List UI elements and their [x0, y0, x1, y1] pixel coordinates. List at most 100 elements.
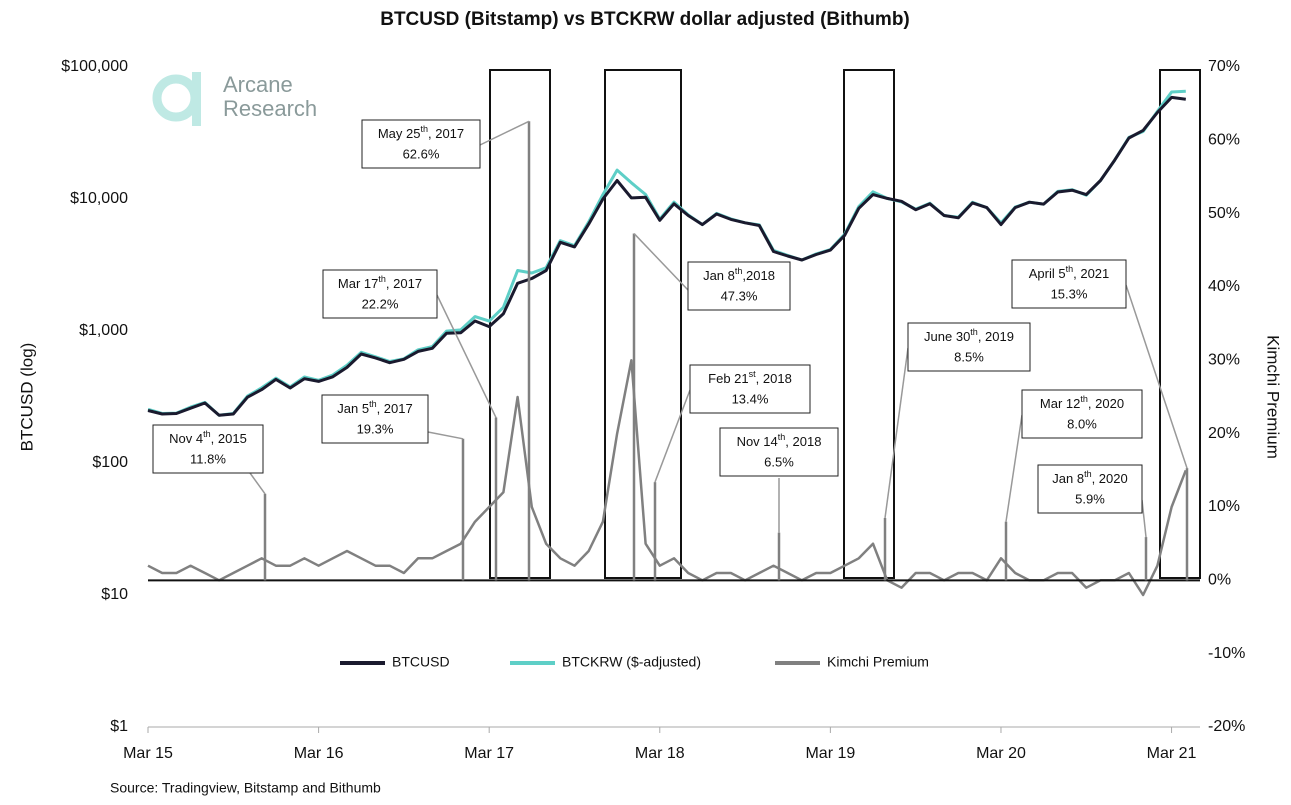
annotation-date-day: Jan 8 [703, 268, 735, 283]
annotation-date-year: , 2020 [1092, 471, 1128, 486]
annotation-date-year: , 2017 [377, 401, 413, 416]
annotation-box [1011, 259, 1127, 309]
annotation-box [361, 119, 481, 169]
x-tick-label: Mar 17 [464, 745, 514, 762]
highlight-box [1159, 69, 1201, 579]
annotation-value: 47.3% [721, 288, 758, 303]
y2-tick-label: 60% [1208, 132, 1240, 149]
annotation-date: Jan 5th, 2017 [337, 399, 412, 416]
series-line [147, 359, 1187, 597]
annotation-date-day: June 30 [924, 329, 970, 344]
annotation-date: Jan 8th,2018 [703, 266, 775, 283]
annotation-date-ordinal: th [1084, 469, 1092, 479]
y-tick-label: $100 [92, 454, 128, 471]
annotation-date-year: , 2021 [1073, 266, 1109, 281]
logo-icon [152, 74, 200, 122]
y2-tick-label: 20% [1208, 425, 1240, 442]
annotation-date-year: , 2019 [978, 329, 1014, 344]
annotation-leader [884, 347, 909, 519]
annotation-box [907, 322, 1031, 372]
annotation-date-year: , 2017 [386, 276, 422, 291]
y-tick-label: $10,000 [70, 190, 128, 207]
chart-title: BTCUSD (Bitstamp) vs BTCKRW dollar adjus… [380, 9, 910, 30]
annotation-date-year: , 2015 [211, 431, 247, 446]
annotation-date-ordinal: th [378, 274, 386, 284]
annotation-value: 11.8% [190, 451, 226, 466]
annotation-date-year: ,2018 [742, 268, 775, 283]
annotation-date-day: Nov 4 [169, 431, 203, 446]
annotation-date-ordinal: th [369, 399, 377, 409]
logo-icon [192, 72, 201, 126]
y2-tick-label: -20% [1208, 718, 1245, 735]
logo-text: Research [223, 96, 317, 121]
logo: Arcane Research [152, 72, 317, 126]
annotation-box [687, 261, 791, 311]
annotation-value: 19.3% [357, 421, 394, 436]
y-tick-label: $1 [110, 718, 128, 735]
x-tick-label: Mar 18 [635, 745, 685, 762]
annotation-date-ordinal: th [1080, 394, 1088, 404]
annotation-box [689, 364, 811, 414]
annotation-leader [1141, 499, 1147, 538]
annotation-date-ordinal: th [778, 432, 786, 442]
y2-tick-label: 40% [1208, 278, 1240, 295]
annotation-box [1021, 389, 1143, 439]
annotation-box [719, 427, 839, 477]
annotation-date-ordinal: th [420, 124, 428, 134]
highlight-box [843, 69, 895, 579]
annotation-date-ordinal: th [735, 266, 743, 276]
y-tick-label: $1,000 [79, 322, 128, 339]
x-tick-label: Mar 15 [123, 745, 173, 762]
annotation-value: 22.2% [362, 296, 399, 311]
annotation-date: Nov 14th, 2018 [737, 432, 822, 449]
y2-tick-label: 0% [1208, 572, 1231, 589]
annotation-box [321, 394, 429, 444]
source: Source: Tradingview, Bitstamp and Bithum… [110, 780, 381, 796]
y2-tick-label: -10% [1208, 645, 1245, 662]
annotation-date-year: , 2020 [1088, 396, 1124, 411]
y-tick-label: $100,000 [61, 58, 128, 75]
annotation-leader [654, 389, 691, 483]
annotation-date-day: Mar 12 [1040, 396, 1080, 411]
annotation-leader [633, 232, 689, 291]
y-tick-label: $10 [101, 586, 128, 603]
annotation-leader [249, 472, 266, 495]
annotation-date-day: May 25 [378, 126, 421, 141]
annotation-date-year: , 2018 [756, 371, 792, 386]
annotation-value: 8.5% [954, 349, 984, 364]
annotation-date-day: Nov 14 [737, 434, 778, 449]
annotation-date: Mar 12th, 2020 [1040, 394, 1124, 411]
annotation-date-day: Jan 5 [337, 401, 369, 416]
y2-tick-label: 70% [1208, 58, 1240, 75]
annotation-date: Nov 4th, 2015 [169, 429, 247, 446]
annotation-box [152, 424, 264, 474]
annotation-value: 6.5% [764, 454, 794, 469]
annotation-date-ordinal: st [749, 369, 757, 379]
annotation-value: 8.0% [1067, 416, 1097, 431]
annotation-value: 15.3% [1051, 286, 1088, 301]
annotation-leader [1125, 284, 1188, 469]
annotation-leader [479, 120, 530, 146]
annotation-date-year: , 2017 [428, 126, 464, 141]
y2-tick-label: 30% [1208, 352, 1240, 369]
annotation-date: Jan 8th, 2020 [1052, 469, 1127, 486]
annotation-value: 62.6% [403, 146, 440, 161]
highlight-box [489, 69, 551, 579]
legend-label: BTCKRW ($-adjusted) [562, 654, 701, 670]
annotation-date: May 25th, 2017 [378, 124, 464, 141]
annotation-date: April 5th, 2021 [1029, 264, 1110, 281]
annotation-date: Feb 21st, 2018 [708, 369, 792, 386]
x-tick-label: Mar 16 [294, 745, 344, 762]
annotation-leader [436, 294, 497, 418]
highlight-box [604, 69, 682, 579]
annotation-date: Mar 17th, 2017 [338, 274, 422, 291]
y-axis-title: BTCUSD (log) [17, 343, 36, 452]
annotation-value: 13.4% [732, 391, 769, 406]
annotation-box [1037, 464, 1143, 514]
annotation-date-ordinal: th [970, 327, 978, 337]
annotation-date-day: April 5 [1029, 266, 1066, 281]
annotation-date-ordinal: th [1066, 264, 1074, 274]
legend-label: BTCUSD [392, 654, 450, 670]
series-line [147, 95, 1186, 417]
